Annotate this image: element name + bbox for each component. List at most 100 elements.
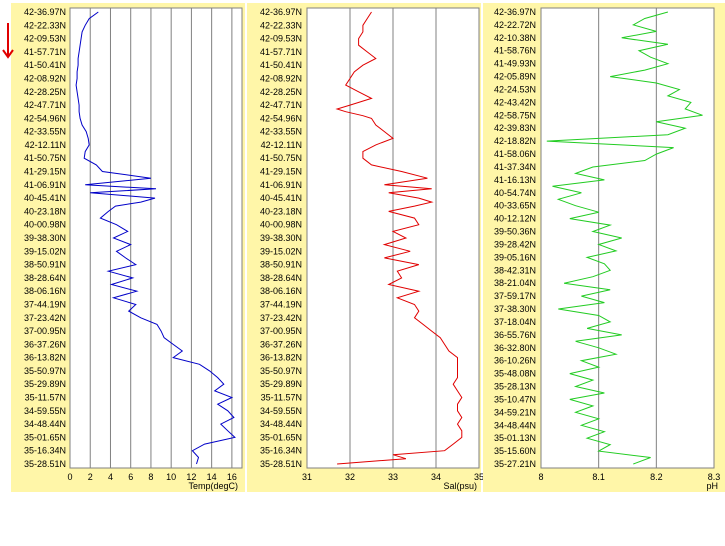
temperature-y-tick-label: 35-28.51N bbox=[24, 459, 66, 469]
ph-y-tick-label: 42-10.38N bbox=[494, 33, 536, 43]
ph-y-tick-label: 42-58.75N bbox=[494, 110, 536, 120]
salinity-x-tick-label: 32 bbox=[345, 472, 355, 482]
temperature-y-tick-label: 41-29.15N bbox=[24, 167, 66, 177]
ph-y-tick-label: 42-24.53N bbox=[494, 84, 536, 94]
salinity-y-tick-label: 36-13.82N bbox=[260, 353, 302, 363]
ph-y-tick-label: 41-37.34N bbox=[494, 162, 536, 172]
ph-y-tick-label: 41-58.06N bbox=[494, 149, 536, 159]
salinity-y-tick-label: 41-29.15N bbox=[260, 167, 302, 177]
temperature-x-tick-label: 2 bbox=[88, 472, 93, 482]
salinity-y-tick-label: 42-36.97N bbox=[260, 7, 302, 17]
temperature-y-tick-label: 35-50.97N bbox=[24, 366, 66, 376]
temperature-y-tick-labels: 42-36.97N 42-22.33N 42-09.53N 41-57.71N 41-5… bbox=[24, 7, 66, 469]
temperature-x-tick-label: 8 bbox=[148, 472, 153, 482]
temperature-y-tick-label: 39-38.30N bbox=[24, 233, 66, 243]
ph-y-tick-label: 35-28.13N bbox=[494, 382, 536, 392]
temperature-y-tick-label: 42-22.33N bbox=[24, 20, 66, 30]
temperature-y-tick-label: 39-15.02N bbox=[24, 246, 66, 256]
salinity-y-tick-label: 38-28.64N bbox=[260, 273, 302, 283]
temperature-x-tick-label: 4 bbox=[108, 472, 113, 482]
ph-y-tick-label: 36-32.80N bbox=[494, 343, 536, 353]
salinity-y-tick-label: 35-11.57N bbox=[261, 393, 302, 403]
ph-y-tick-label: 42-05.89N bbox=[494, 72, 536, 82]
salinity-y-tick-label: 42-54.96N bbox=[260, 113, 302, 123]
salinity-y-tick-label: 39-38.30N bbox=[260, 233, 302, 243]
temperature-x-tick-label: 14 bbox=[207, 472, 217, 482]
salinity-x-tick-label: 31 bbox=[302, 472, 312, 482]
salinity-y-tick-label: 34-48.44N bbox=[260, 419, 302, 429]
salinity-x-tick-label: 33 bbox=[388, 472, 398, 482]
temperature-y-tick-label: 42-33.55N bbox=[24, 127, 66, 137]
ph-y-tick-label: 42-36.97N bbox=[494, 7, 536, 17]
temperature-y-tick-label: 41-06.91N bbox=[24, 180, 66, 190]
ph-y-tick-label: 35-01.13N bbox=[494, 433, 536, 443]
ph-y-tick-label: 41-58.76N bbox=[494, 46, 536, 56]
salinity-y-tick-label: 37-00.95N bbox=[260, 326, 302, 336]
ph-y-tick-label: 37-38.30N bbox=[494, 304, 536, 314]
temperature-x-tick-labels: 0 2 4 6 8 10 12 14 16 bbox=[67, 472, 236, 482]
salinity-y-tick-label: 35-28.51N bbox=[260, 459, 302, 469]
temperature-y-tick-label: 38-28.64N bbox=[24, 273, 66, 283]
salinity-panel: 42-36.97N 42-22.33N 42-09.53N 41-57.71N 41-5… bbox=[247, 3, 484, 492]
salinity-y-tick-label: 42-28.25N bbox=[260, 87, 302, 97]
temperature-y-tick-label: 40-23.18N bbox=[24, 206, 66, 216]
ph-y-tick-label: 39-05.16N bbox=[494, 252, 536, 262]
salinity-y-tick-label: 42-12.11N bbox=[261, 140, 302, 150]
ph-y-tick-label: 36-55.76N bbox=[494, 330, 536, 340]
salinity-y-tick-label: 42-09.53N bbox=[260, 34, 302, 44]
temperature-y-tick-label: 37-23.42N bbox=[24, 313, 66, 323]
salinity-y-tick-label: 34-59.55N bbox=[260, 406, 302, 416]
ph-y-tick-label: 38-42.31N bbox=[494, 265, 536, 275]
ph-y-tick-label: 37-59.17N bbox=[494, 291, 536, 301]
salinity-y-tick-label: 36-37.26N bbox=[260, 339, 302, 349]
salinity-y-tick-label: 42-22.33N bbox=[260, 20, 302, 30]
salinity-y-tick-label: 40-00.98N bbox=[260, 220, 302, 230]
temperature-y-tick-label: 42-54.96N bbox=[24, 113, 66, 123]
salinity-x-tick-labels: 31 32 33 34 35 bbox=[302, 472, 484, 482]
temperature-y-tick-label: 35-16.34N bbox=[24, 446, 66, 456]
salinity-y-tick-label: 39-15.02N bbox=[260, 246, 302, 256]
ph-y-tick-label: 35-27.21N bbox=[494, 459, 536, 469]
ph-y-tick-label: 38-21.04N bbox=[494, 278, 536, 288]
temperature-y-tick-label: 38-50.91N bbox=[24, 260, 66, 270]
temperature-y-tick-label: 34-48.44N bbox=[24, 419, 66, 429]
temperature-y-tick-label: 42-09.53N bbox=[24, 34, 66, 44]
salinity-y-tick-label: 38-50.91N bbox=[260, 260, 302, 270]
ph-x-tick-label: 8.3 bbox=[708, 472, 721, 482]
ph-y-tick-label: 35-48.08N bbox=[494, 369, 536, 379]
temperature-y-tick-label: 40-00.98N bbox=[24, 220, 66, 230]
ph-x-tick-label: 8.1 bbox=[592, 472, 605, 482]
temperature-y-tick-label: 40-45.41N bbox=[24, 193, 66, 203]
down-arrow-head bbox=[2, 49, 14, 59]
temperature-y-tick-label: 35-11.57N bbox=[25, 393, 66, 403]
salinity-y-tick-label: 35-29.89N bbox=[260, 379, 302, 389]
temperature-y-tick-label: 36-37.26N bbox=[24, 339, 66, 349]
salinity-y-tick-label: 35-16.34N bbox=[260, 446, 302, 456]
ph-panel: 42-36.97N 42-22.72N 42-10.38N 41-58.76N 41-4… bbox=[483, 3, 725, 492]
down-arrow-icon bbox=[2, 23, 14, 59]
temperature-y-tick-label: 42-36.97N bbox=[24, 7, 66, 17]
ph-y-tick-label: 35-10.47N bbox=[494, 394, 536, 404]
ph-y-tick-label: 42-18.82N bbox=[494, 136, 536, 146]
salinity-x-axis-label: Sal(psu) bbox=[443, 481, 477, 491]
ph-x-tick-labels: 8 8.1 8.2 8.3 bbox=[538, 472, 720, 482]
salinity-y-tick-label: 41-57.71N bbox=[260, 47, 302, 57]
temperature-y-tick-label: 42-28.25N bbox=[24, 87, 66, 97]
temperature-x-axis-label: Temp(degC) bbox=[188, 481, 238, 491]
temperature-y-tick-label: 35-29.89N bbox=[24, 379, 66, 389]
temperature-y-tick-label: 36-13.82N bbox=[24, 353, 66, 363]
salinity-y-tick-labels: 42-36.97N 42-22.33N 42-09.53N 41-57.71N 41-5… bbox=[260, 7, 302, 469]
salinity-y-tick-label: 41-06.91N bbox=[260, 180, 302, 190]
ph-plot-area bbox=[540, 7, 715, 469]
temperature-y-tick-label: 41-57.71N bbox=[24, 47, 66, 57]
ph-y-tick-label: 42-22.72N bbox=[494, 20, 536, 30]
salinity-y-tick-label: 42-08.92N bbox=[260, 73, 302, 83]
salinity-y-tick-label: 40-45.41N bbox=[260, 193, 302, 203]
temperature-x-tick-label: 6 bbox=[128, 472, 133, 482]
temperature-y-tick-label: 41-50.75N bbox=[24, 153, 66, 163]
temperature-panel: 42-36.97N 42-22.33N 42-09.53N 41-57.71N 41-5… bbox=[11, 3, 245, 492]
temperature-x-tick-label: 0 bbox=[67, 472, 72, 482]
salinity-y-tick-label: 41-50.41N bbox=[260, 60, 302, 70]
ph-x-tick-label: 8 bbox=[538, 472, 543, 482]
ph-series-line bbox=[546, 11, 703, 465]
